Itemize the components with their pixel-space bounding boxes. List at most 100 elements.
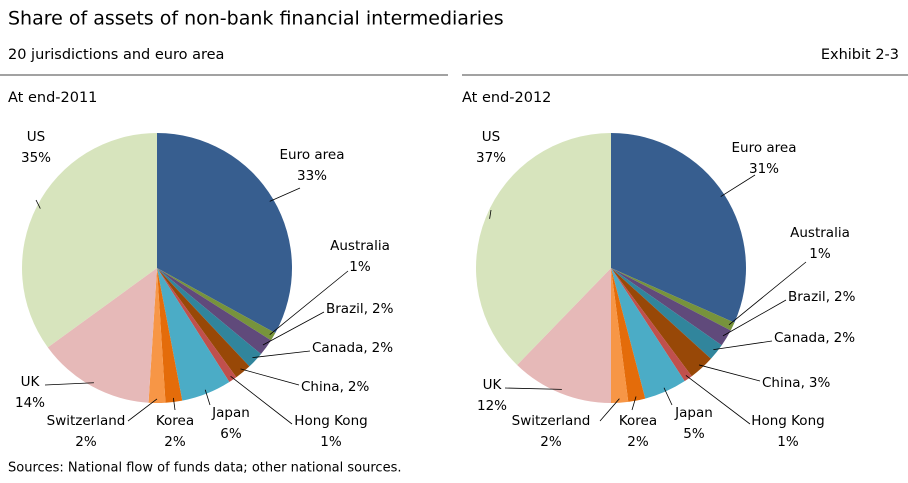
pie-slice — [611, 268, 629, 403]
leader-line — [240, 368, 300, 386]
exhibit: Exhibit 2-3 — [821, 47, 899, 63]
value-label: 2% — [834, 289, 856, 305]
panel-title: At end-2011 — [8, 90, 97, 106]
pie-slice — [611, 133, 746, 323]
slice-label: Hong Kong — [294, 413, 367, 429]
leader-line — [269, 187, 301, 202]
value-label: 2% — [348, 379, 370, 395]
subtitle: 20 jurisdictions and euro area — [8, 47, 224, 63]
leader-line — [44, 382, 94, 386]
value-label: 5% — [683, 426, 705, 442]
leader-line — [599, 398, 620, 422]
source: Sources: National flow of funds data; ot… — [8, 461, 401, 476]
value-label: 2% — [540, 434, 562, 450]
leader-line — [230, 375, 293, 425]
value-label: 2% — [75, 434, 97, 450]
value-label: 2% — [834, 330, 856, 346]
value-label: 1% — [809, 246, 831, 262]
slice-label: UK — [483, 377, 503, 393]
leader-line — [35, 199, 41, 209]
value-label: 2% — [627, 434, 649, 450]
slice-label: Switzerland — [512, 413, 591, 429]
pie-slice — [157, 268, 230, 401]
label-separator: , — [364, 301, 368, 317]
slice-label: Australia — [330, 238, 390, 254]
leader-line — [631, 396, 637, 411]
leader-line — [489, 209, 492, 219]
pie-slice — [22, 133, 158, 348]
pie-slice — [157, 268, 271, 355]
value-label: 2% — [372, 340, 394, 356]
pie-slice — [611, 268, 722, 359]
label-separator: , — [340, 379, 344, 395]
pie-slice — [611, 268, 731, 346]
leader-line — [262, 311, 325, 346]
leader-line — [127, 398, 158, 422]
slice-label: Japan — [674, 405, 713, 421]
value-label: 14% — [15, 395, 45, 411]
slice-label: Korea — [619, 413, 657, 429]
slice-label: Canada — [774, 330, 825, 346]
slice-label: Canada — [312, 340, 363, 356]
pie-slice — [157, 268, 183, 403]
slice-label: China — [301, 379, 340, 395]
pie-slice — [157, 268, 250, 378]
slice-label: Australia — [790, 225, 850, 241]
leader-line — [173, 397, 176, 411]
value-label: 2% — [372, 301, 394, 317]
leader-line — [204, 389, 211, 406]
leader-line — [720, 174, 756, 197]
value-label: 3% — [809, 375, 831, 391]
pie-slice — [611, 268, 692, 382]
value-label: 37% — [476, 150, 506, 166]
slice-label: Korea — [156, 413, 194, 429]
slice-label: Brazil — [788, 289, 826, 305]
panel-title: At end-2012 — [462, 90, 551, 106]
pie-slice — [611, 268, 711, 377]
value-label: 6% — [220, 426, 242, 442]
pie-slice — [611, 268, 685, 399]
leader-line — [685, 375, 751, 425]
leader-line — [722, 299, 787, 337]
pie-slice — [148, 268, 166, 403]
slice-label: Euro area — [280, 147, 345, 163]
leader-line — [252, 350, 311, 359]
slice-label: China — [762, 375, 801, 391]
label-separator: , — [826, 289, 830, 305]
pie-slice — [611, 268, 646, 402]
leader-line — [698, 364, 761, 382]
slice-label: Brazil — [326, 301, 364, 317]
label-separator: , — [825, 330, 829, 346]
page-title: Share of assets of non-bank financial in… — [8, 8, 504, 30]
value-label: 2% — [164, 434, 186, 450]
value-label: 1% — [320, 434, 342, 450]
slice-label: UK — [21, 374, 41, 390]
value-label: 31% — [749, 161, 779, 177]
leader-line — [663, 387, 673, 406]
value-label: 35% — [21, 150, 51, 166]
pie-slice — [517, 268, 611, 403]
slice-label: Japan — [211, 405, 250, 421]
pie-slice — [157, 133, 292, 334]
slice-label: Euro area — [732, 140, 797, 156]
leader-line — [504, 387, 562, 390]
leader-line — [713, 340, 773, 351]
pie-slice — [157, 268, 262, 367]
pie-slice — [611, 268, 735, 331]
slice-label: US — [482, 129, 500, 145]
pie-slice — [157, 268, 237, 382]
leader-line — [728, 261, 807, 326]
slice-label: US — [27, 129, 45, 145]
leader-line — [269, 270, 349, 335]
slice-label: Switzerland — [47, 413, 126, 429]
value-label: 12% — [477, 398, 507, 414]
slice-label: Hong Kong — [751, 413, 824, 429]
pie-slice — [475, 133, 611, 365]
value-label: 1% — [777, 434, 799, 450]
label-separator: , — [363, 340, 367, 356]
pie-slice — [157, 268, 276, 341]
value-label: 1% — [349, 259, 371, 275]
value-label: 33% — [297, 168, 327, 184]
